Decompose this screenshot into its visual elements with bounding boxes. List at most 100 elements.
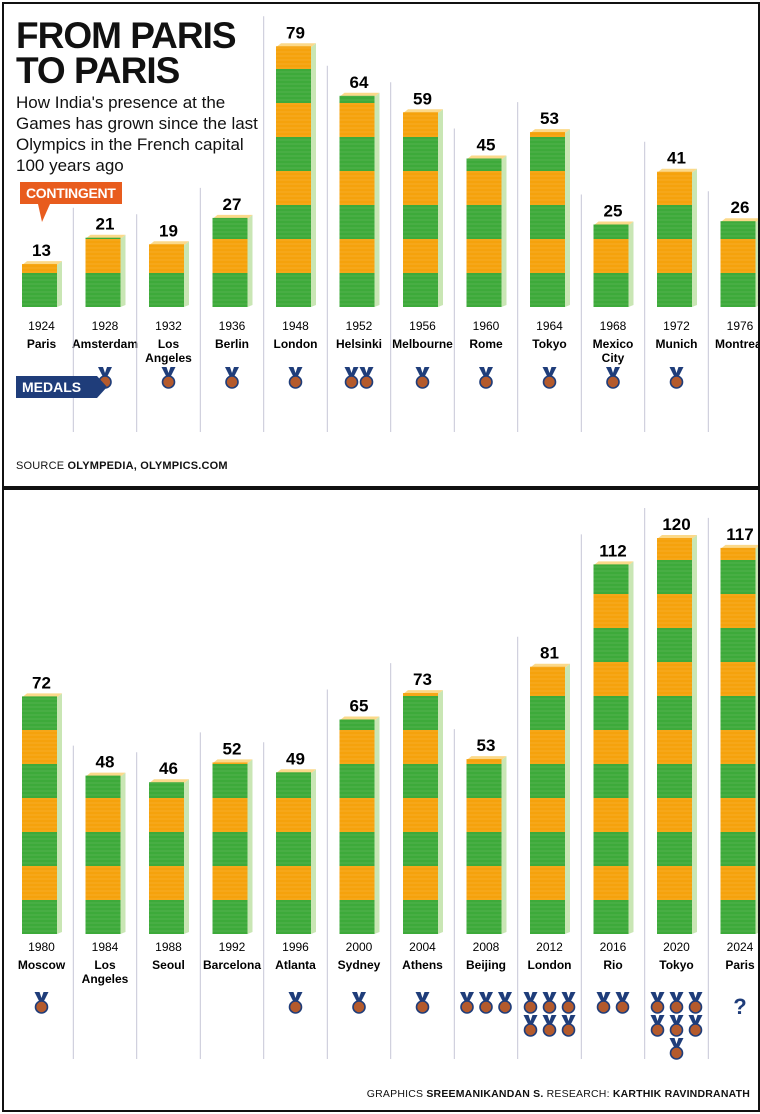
bar-side-face: [311, 769, 316, 934]
bar-side-face: [57, 693, 62, 934]
contingent-label: CONTINGENT: [20, 182, 122, 222]
bar-band: [339, 832, 375, 866]
bar-side-face: [755, 220, 758, 307]
city-label: Los: [158, 337, 180, 351]
bar-band: [530, 666, 565, 696]
bar-band: [530, 832, 565, 866]
bar-band: [657, 560, 692, 594]
bar-band: [22, 696, 57, 730]
city-label: Angeles: [145, 351, 192, 365]
bar-band: [466, 239, 502, 273]
city-label: Atlanta: [275, 958, 316, 972]
value-label: 26: [731, 198, 750, 217]
bar-band: [530, 798, 565, 832]
bar-band: [149, 832, 184, 866]
bar-band: [530, 205, 565, 239]
value-label: 45: [477, 136, 496, 155]
bar-1928: [85, 234, 126, 307]
bar-band: [403, 171, 438, 205]
bar-2020: [657, 535, 697, 934]
medal-icon: [352, 992, 366, 1014]
bar-band: [466, 759, 502, 764]
bar-band: [530, 866, 565, 900]
bar-1992: [212, 759, 253, 934]
medal-icon: [460, 992, 474, 1014]
year-label: 1948: [282, 319, 309, 333]
bar-band: [149, 798, 184, 832]
bar-band: [657, 832, 692, 866]
medal-unknown: ?: [733, 994, 746, 1019]
year-label: 2016: [600, 940, 627, 954]
bar-side-face: [628, 561, 634, 934]
bar-band: [657, 594, 692, 628]
bar-band: [720, 900, 756, 934]
bar-1968: [593, 221, 634, 307]
year-label: 2012: [536, 940, 563, 954]
bar-band: [403, 239, 438, 273]
bar-band: [593, 594, 629, 628]
bar-band: [593, 564, 629, 594]
panel-1924-1976: FROM PARIS TO PARIS How India's presence…: [2, 2, 760, 488]
page-subtitle: How India's presence at the Games has gr…: [16, 93, 258, 175]
value-label: 21: [96, 215, 115, 234]
bar-2012: [530, 663, 570, 934]
value-label: 13: [32, 241, 51, 260]
bar-band: [22, 273, 57, 307]
year-label: 1952: [346, 319, 373, 333]
bar-band: [22, 264, 57, 273]
value-label: 73: [413, 670, 432, 689]
credits: GRAPHICS SREEMANIKANDAN S. RESEARCH: KAR…: [367, 1088, 750, 1100]
year-label: 1932: [155, 319, 182, 333]
year-label: 2008: [473, 940, 500, 954]
bar-2016: [593, 561, 634, 934]
bar-band: [276, 798, 311, 832]
city-label: Seoul: [152, 958, 185, 972]
bar-band: [85, 866, 121, 900]
bar-band: [593, 730, 629, 764]
bar-band: [720, 221, 756, 239]
bar-band: [466, 832, 502, 866]
bar-band: [276, 866, 311, 900]
value-label: 81: [540, 644, 559, 663]
medal-icon: [542, 992, 557, 1014]
city-label: Paris: [27, 337, 57, 351]
bar-band: [657, 171, 692, 205]
medal-icon: [615, 992, 630, 1014]
medal-icon: [561, 992, 576, 1014]
value-label: 72: [32, 673, 51, 692]
bar-band: [720, 662, 756, 696]
value-label: 120: [662, 515, 690, 534]
bar-band: [276, 46, 311, 69]
bar-band: [149, 900, 184, 934]
bar-band: [212, 866, 248, 900]
bar-1932: [149, 241, 189, 307]
bar-band: [403, 205, 438, 239]
bar-band: [339, 764, 375, 798]
bar-band: [530, 696, 565, 730]
bar-band: [339, 798, 375, 832]
value-label: 48: [96, 753, 115, 772]
medal-icon: [225, 367, 239, 389]
bar-band: [22, 900, 57, 934]
bar-band: [149, 866, 184, 900]
city-label: Berlin: [215, 337, 249, 351]
bar-band: [657, 538, 692, 560]
bar-band: [339, 95, 375, 103]
bar-band: [466, 866, 502, 900]
panel-1980-2024: 72 1980 Moscow 48 1984 Los Angeles 46 1988 Seoul 5…: [2, 488, 760, 1112]
bar-band: [403, 798, 438, 832]
medal-icon: [288, 992, 303, 1014]
year-label: 2004: [409, 940, 436, 954]
bar-band: [720, 547, 756, 560]
value-label: 112: [599, 541, 626, 560]
bar-band: [339, 239, 375, 273]
medal-icon: [344, 367, 359, 389]
bar-band: [530, 171, 565, 205]
bar-band: [85, 900, 121, 934]
bar-top-face: [466, 756, 507, 761]
bar-band: [593, 764, 629, 798]
city-label: Angeles: [82, 972, 129, 986]
bar-band: [276, 69, 311, 103]
bar-band: [593, 900, 629, 934]
